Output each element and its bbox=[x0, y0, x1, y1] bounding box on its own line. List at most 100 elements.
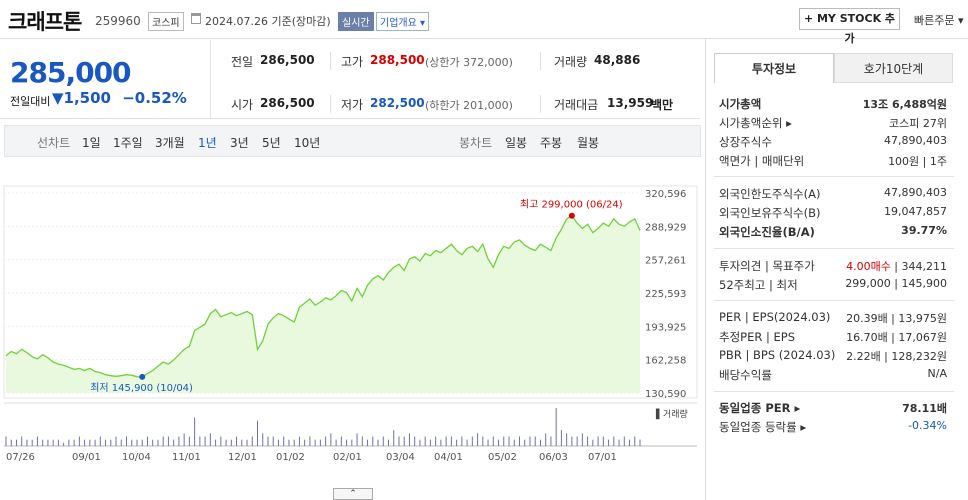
price-chart[interactable]: 320,596 288,929 257,261 225,593 193,925 162,2… bbox=[0, 160, 700, 488]
invest-row-value: 20.39배 | 13,975원 bbox=[846, 312, 947, 325]
divider bbox=[330, 52, 331, 70]
collapse-toggle-button[interactable]: ⌃ bbox=[333, 488, 373, 500]
prev-close-value: 286,500 bbox=[260, 53, 315, 67]
high-label: 고가 bbox=[341, 55, 364, 69]
x-tick-label: 03/04 bbox=[386, 452, 415, 463]
invest-row-label[interactable]: 동일업종 등락률 ▸ bbox=[719, 420, 807, 434]
invest-row-label: PBR | BPS (2024.03) bbox=[719, 348, 836, 362]
invest-row-value: -0.34% bbox=[908, 419, 947, 432]
divider bbox=[714, 391, 954, 392]
period-bar bbox=[4, 125, 701, 157]
candle-daily[interactable]: 일봉 bbox=[505, 136, 528, 150]
low-marker bbox=[139, 373, 146, 380]
invest-row-value: 4.00매수 | 344,211 bbox=[846, 258, 947, 274]
price-line bbox=[5, 214, 641, 378]
invest-row-label: 상장주식수 bbox=[719, 135, 772, 149]
my-stock-add-button[interactable]: + MY STOCK 추가 bbox=[799, 8, 900, 45]
invest-row-value: N/A bbox=[927, 367, 947, 380]
x-tick-label: 10/04 bbox=[122, 452, 151, 463]
divider bbox=[714, 300, 954, 301]
invest-row-value: 100원 | 1주 bbox=[888, 155, 947, 168]
volume-label: ▌거래량 bbox=[655, 408, 688, 420]
candle-chart-label: 봉차트 bbox=[459, 136, 493, 150]
invest-row-label[interactable]: 동일업종 PER ▸ bbox=[719, 401, 801, 415]
y-tick-label: 193,925 bbox=[645, 322, 686, 333]
invest-row-label: 외국인소진율(B/A) bbox=[719, 225, 815, 239]
target-price: | 344,211 bbox=[890, 260, 947, 273]
stock-code: 259960 bbox=[95, 14, 141, 28]
divider bbox=[0, 118, 700, 119]
divider bbox=[540, 95, 541, 113]
divider bbox=[714, 176, 954, 177]
x-tick-label: 11/01 bbox=[172, 452, 201, 463]
high-marker bbox=[568, 212, 575, 219]
invest-row-value: 78.11배 bbox=[902, 402, 947, 415]
low-value: 282,500 bbox=[370, 96, 425, 110]
period-1w[interactable]: 1주일 bbox=[113, 136, 143, 150]
quick-order-dropdown[interactable]: 빠른주문 ▾ bbox=[914, 14, 964, 27]
change-label: 전일대비 bbox=[10, 95, 51, 108]
invest-row-value: 39.77% bbox=[901, 224, 947, 237]
plot-frame bbox=[3, 185, 698, 399]
change-value: ▼1,500 −0.52% bbox=[52, 89, 187, 107]
calendar-icon bbox=[191, 13, 201, 24]
period-10y[interactable]: 10년 bbox=[294, 136, 321, 150]
divider bbox=[330, 95, 331, 113]
current-price: 285,000 bbox=[10, 56, 132, 89]
divider bbox=[714, 248, 954, 249]
price-box bbox=[0, 40, 211, 118]
lower-limit: (하한가 201,000) bbox=[425, 99, 513, 112]
period-3y[interactable]: 3년 bbox=[230, 136, 249, 150]
invest-row-value: 47,890,403 bbox=[884, 186, 947, 199]
prev-close-label: 전일 bbox=[231, 55, 254, 69]
stock-name: 크래프톤 bbox=[8, 10, 82, 34]
y-tick-label: 130,590 bbox=[645, 389, 686, 400]
invest-row-value: 코스피 27위 bbox=[889, 117, 947, 130]
corp-info-dropdown[interactable]: 기업개요 ▾ bbox=[376, 12, 429, 31]
open-label: 시가 bbox=[231, 98, 254, 112]
invest-row-value: 299,000 | 145,900 bbox=[845, 277, 947, 290]
high-value: 288,500 bbox=[370, 53, 425, 67]
y-tick-label: 225,593 bbox=[645, 289, 686, 300]
candle-monthly[interactable]: 월봉 bbox=[577, 136, 600, 150]
x-tick-label: 12/01 bbox=[228, 452, 257, 463]
period-1d[interactable]: 1일 bbox=[82, 136, 101, 150]
x-tick-label: 06/03 bbox=[539, 452, 568, 463]
period-1y[interactable]: 1년 bbox=[198, 136, 217, 150]
invest-row-label: 추정PER | EPS bbox=[719, 330, 796, 344]
invest-row-value: 16.70배 | 17,067원 bbox=[846, 331, 947, 344]
y-tick-label: 288,929 bbox=[645, 222, 686, 233]
invest-row-label: 투자의견 | 목표주가 bbox=[719, 259, 815, 273]
invest-row-label: 액면가 | 매매단위 bbox=[719, 154, 805, 168]
volume-label: 거래량 bbox=[554, 55, 588, 69]
amount-value: 13,959 bbox=[607, 96, 654, 110]
x-tick-label: 04/01 bbox=[434, 452, 463, 463]
open-value: 286,500 bbox=[260, 96, 315, 110]
tab-invest-info[interactable]: 투자정보 bbox=[714, 53, 834, 83]
x-tick-label: 05/02 bbox=[488, 452, 517, 463]
volume-value: 48,886 bbox=[594, 53, 641, 67]
invest-row-label: 배당수익률 bbox=[719, 368, 772, 382]
invest-row-label: 52주최고 | 최저 bbox=[719, 278, 798, 292]
tab-orderbook-10[interactable]: 호가10단계 bbox=[834, 53, 953, 83]
upper-limit: (상한가 372,000) bbox=[425, 56, 513, 69]
market-badge: 코스피 bbox=[148, 12, 184, 31]
invest-row-label: PER | EPS(2024.03) bbox=[719, 310, 831, 324]
y-tick-label: 320,596 bbox=[645, 189, 686, 200]
base-date: 2024.07.26 기준(장마감) bbox=[205, 15, 331, 28]
x-tick-label: 01/02 bbox=[276, 452, 305, 463]
invest-row-label: 외국인한도주식수(A) bbox=[719, 187, 821, 201]
invest-row-label[interactable]: 시가총액순위 ▸ bbox=[719, 116, 792, 130]
period-5y[interactable]: 5년 bbox=[262, 136, 281, 150]
amount-unit: 백만 bbox=[651, 98, 674, 112]
line-chart-label: 선차트 bbox=[37, 136, 71, 150]
invest-row-value: 47,890,403 bbox=[884, 134, 947, 147]
realtime-button[interactable]: 실시간 bbox=[338, 12, 374, 31]
low-label: 최저 145,900 (10/04) bbox=[90, 382, 193, 394]
low-label: 저가 bbox=[341, 98, 364, 112]
candle-weekly[interactable]: 주봉 bbox=[540, 136, 563, 150]
opinion-value: 4.00매수 bbox=[846, 260, 891, 273]
period-3m[interactable]: 3개월 bbox=[155, 136, 185, 150]
x-tick-label: 09/01 bbox=[72, 452, 101, 463]
invest-row-label: 시가총액 bbox=[719, 97, 762, 111]
